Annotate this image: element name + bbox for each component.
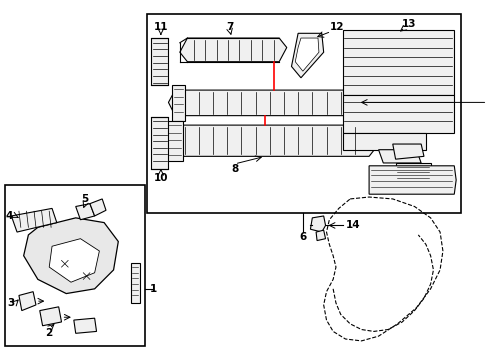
Polygon shape bbox=[165, 121, 183, 161]
Polygon shape bbox=[315, 230, 325, 240]
Polygon shape bbox=[11, 208, 57, 232]
Polygon shape bbox=[368, 166, 455, 194]
Polygon shape bbox=[172, 85, 184, 121]
Polygon shape bbox=[395, 163, 430, 185]
Polygon shape bbox=[151, 38, 168, 85]
Polygon shape bbox=[291, 33, 323, 78]
Polygon shape bbox=[74, 318, 96, 333]
Polygon shape bbox=[23, 218, 118, 293]
Text: 14: 14 bbox=[345, 220, 359, 230]
Text: 11: 11 bbox=[153, 22, 168, 32]
Polygon shape bbox=[378, 150, 420, 163]
Polygon shape bbox=[180, 38, 286, 62]
Text: 7: 7 bbox=[226, 22, 233, 32]
Polygon shape bbox=[295, 38, 318, 71]
Polygon shape bbox=[49, 239, 99, 282]
Polygon shape bbox=[40, 307, 61, 326]
Text: 13: 13 bbox=[401, 19, 415, 29]
Text: 8: 8 bbox=[231, 164, 238, 174]
Polygon shape bbox=[168, 125, 383, 156]
Polygon shape bbox=[310, 216, 325, 232]
Polygon shape bbox=[342, 95, 453, 133]
Bar bbox=[5, 185, 144, 346]
Polygon shape bbox=[90, 199, 106, 216]
Polygon shape bbox=[76, 204, 95, 220]
Polygon shape bbox=[168, 90, 357, 116]
Polygon shape bbox=[342, 31, 453, 95]
Text: 10: 10 bbox=[153, 173, 168, 183]
Polygon shape bbox=[392, 144, 423, 159]
Polygon shape bbox=[151, 117, 168, 168]
Polygon shape bbox=[342, 133, 425, 150]
Text: 5: 5 bbox=[81, 194, 89, 204]
Text: 3: 3 bbox=[8, 298, 15, 308]
Text: 6: 6 bbox=[299, 232, 306, 242]
Polygon shape bbox=[19, 292, 36, 311]
Polygon shape bbox=[130, 263, 140, 303]
Text: 2: 2 bbox=[45, 328, 53, 338]
Text: 4: 4 bbox=[6, 211, 13, 221]
Text: 12: 12 bbox=[329, 22, 344, 32]
Text: 1: 1 bbox=[149, 284, 157, 294]
Bar bbox=[146, 14, 460, 213]
